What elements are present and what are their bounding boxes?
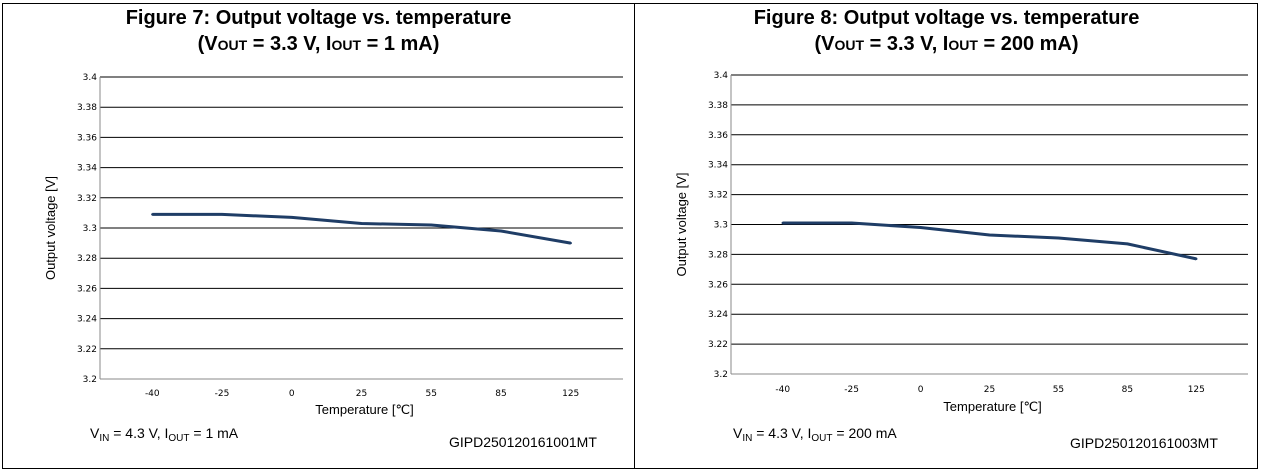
series-line — [782, 221, 1197, 261]
y-tick-label: 3.34 — [708, 161, 728, 171]
x-tick-label: 0 — [289, 389, 295, 399]
data-point — [1057, 236, 1060, 240]
x-axis-label: Temperature [℃] — [315, 402, 413, 417]
figure-7-chart: 3.2 3.22 3.24 3.26 3.28 3.3 3.32 3.34 3.36 3.38 3.… — [43, 73, 623, 417]
x-tick-label: 25 — [984, 385, 995, 395]
y-tick-label: 3.3 — [83, 224, 97, 234]
panel-divider — [634, 3, 635, 469]
y-tick-label: 3.38 — [77, 103, 97, 113]
data-point — [290, 216, 293, 219]
x-tick-label: 125 — [1188, 385, 1205, 395]
y-tick-label: 3.24 — [77, 315, 97, 325]
y-tick-label: 3.36 — [77, 133, 97, 143]
data-point — [919, 226, 922, 229]
figure-8-chart: 3.2 3.22 3.24 3.26 3.28 3.3 3.32 3.34 3.36 3.38 3.… — [674, 71, 1248, 414]
y-tick-label: 3.22 — [77, 345, 97, 355]
data-point — [499, 229, 503, 233]
y-tick-label: 3.22 — [708, 340, 728, 350]
y-axis-label: Output voltage [V] — [43, 176, 58, 280]
y-tick-label: 3.28 — [708, 250, 728, 260]
figure-8-test-condition: VIN = 4.3 V, IOUT = 200 mA — [733, 425, 897, 444]
figure-8-panel: Figure 8: Output voltage vs. temperature… — [635, 3, 1258, 469]
x-tick-label: -40 — [775, 385, 790, 395]
x-tick-label: 0 — [918, 385, 924, 395]
figure-8-title: Figure 8: Output voltage vs. temperature — [753, 7, 1140, 29]
y-tick-label: 3.32 — [77, 194, 97, 204]
x-tick-label: 85 — [495, 389, 506, 399]
x-tick-label: -25 — [215, 389, 230, 399]
y-tick-label: 3.32 — [708, 191, 728, 201]
figure-7-code: GIPD250120161001MT — [449, 434, 597, 450]
x-tick-label: 125 — [562, 389, 579, 399]
y-tick-label: 3.4 — [714, 71, 729, 81]
y-tick-label: 3.38 — [708, 101, 728, 111]
figure-8-condition: (VOUT = 3.3 V, IOUT = 200 mA) — [814, 33, 1079, 55]
data-point — [850, 221, 853, 225]
figure-7-test-condition: VIN = 4.3 V, IOUT = 1 mA — [90, 425, 239, 444]
figure-7-condition: (VOUT = 3.3 V, IOUT = 1 mA) — [197, 33, 440, 55]
y-tick-label: 3.28 — [77, 254, 97, 264]
figure-frame — [2, 3, 1258, 469]
y-axis-label: Output voltage [V] — [674, 172, 689, 276]
y-tick-label: 3.36 — [708, 131, 728, 141]
x-tick-label: 85 — [1122, 385, 1133, 395]
data-point — [988, 233, 991, 237]
y-tick-label: 3.2 — [714, 370, 728, 380]
data-point — [781, 221, 784, 225]
data-point — [1195, 257, 1198, 261]
x-axis-label: Temperature [℃] — [943, 399, 1041, 414]
y-tick-label: 3.24 — [708, 310, 728, 320]
x-tick-label: 25 — [356, 389, 367, 399]
data-point — [1126, 242, 1129, 246]
data-point — [430, 223, 433, 227]
y-tick-label: 3.2 — [83, 375, 97, 385]
y-tick-label: 3.26 — [708, 280, 728, 290]
x-tick-label: -40 — [145, 389, 160, 399]
series-line — [152, 212, 571, 245]
figure-7-panel: Figure 7: Output voltage vs. temperature… — [3, 3, 634, 469]
figure-8-code: GIPD250120161003MT — [1070, 435, 1218, 451]
x-tick-label: -25 — [844, 385, 859, 395]
y-tick-label: 3.26 — [77, 284, 97, 294]
x-tick-label: 55 — [1053, 385, 1064, 395]
data-point — [569, 241, 572, 245]
x-tick-label: 55 — [426, 389, 437, 399]
y-tick-label: 3.3 — [714, 221, 728, 231]
data-point — [220, 213, 224, 216]
data-point — [151, 213, 154, 216]
figure-7-title: Figure 7: Output voltage vs. temperature — [125, 7, 512, 29]
y-tick-label: 3.4 — [83, 73, 98, 83]
y-tick-label: 3.34 — [77, 164, 97, 174]
data-point — [360, 222, 363, 225]
